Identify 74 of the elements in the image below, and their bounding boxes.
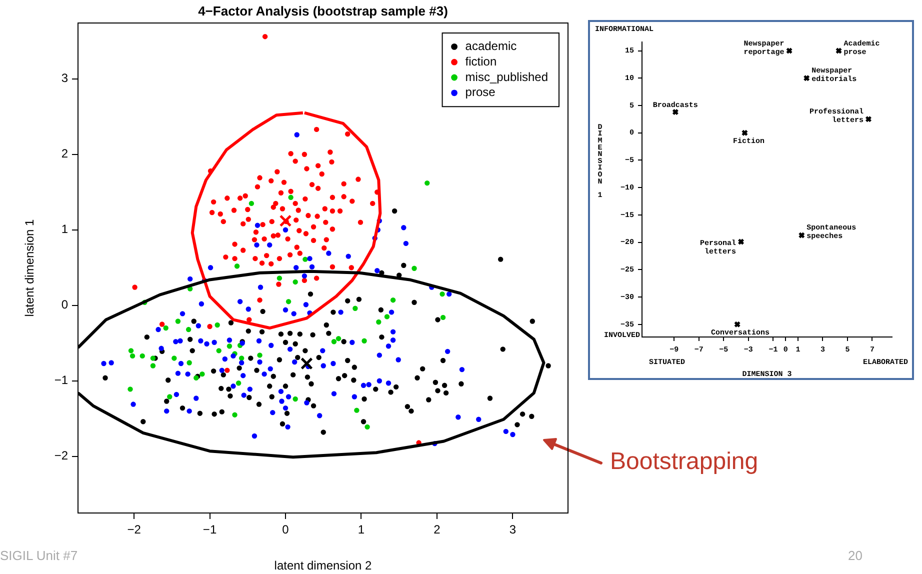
x-tick-label: 1 [358, 522, 365, 537]
point [364, 424, 370, 430]
point [331, 339, 337, 344]
x-tick-label: 3 [509, 522, 516, 537]
point [412, 266, 417, 271]
point [150, 356, 156, 361]
point [128, 348, 134, 354]
point [352, 306, 358, 311]
point [214, 322, 220, 328]
text: 20 [848, 548, 862, 563]
point [216, 348, 222, 354]
y-tick-label: −1 [54, 373, 68, 388]
y-tick-label: −2 [54, 448, 68, 463]
point [734, 321, 741, 328]
point [741, 129, 748, 136]
point [257, 352, 262, 358]
point [440, 314, 446, 320]
legend-label: academic [465, 39, 517, 54]
point [279, 214, 292, 228]
point [354, 408, 360, 413]
y-tick-label: 3 [61, 71, 68, 86]
point [140, 353, 145, 359]
point [302, 256, 308, 262]
point [128, 386, 133, 392]
point [440, 291, 445, 297]
point [835, 47, 842, 54]
text: Bootstrapping [610, 448, 758, 475]
point [803, 74, 810, 82]
x-tick-label: 2 [434, 522, 441, 537]
point [384, 314, 390, 320]
text: SIGIL Unit #7 [0, 548, 78, 563]
point [362, 338, 367, 344]
point [238, 356, 244, 361]
point [798, 232, 806, 239]
x-tick-label: 0 [282, 522, 290, 537]
y-tick-label: 2 [61, 146, 68, 161]
point [186, 360, 192, 366]
point [130, 353, 136, 359]
point [390, 297, 396, 303]
point [175, 318, 181, 324]
point [167, 394, 172, 400]
point [163, 325, 168, 331]
point [200, 371, 205, 377]
x-axis-title: latent dimension 2 [274, 558, 372, 572]
point [186, 326, 192, 332]
point [236, 380, 242, 386]
point [300, 357, 313, 370]
point [424, 180, 430, 186]
point [276, 276, 282, 281]
legend-label: fiction [465, 54, 497, 68]
point [288, 194, 294, 200]
chart-title: 4−Factor Analysis (bootstrap sample #3) [198, 4, 448, 19]
point [336, 336, 342, 342]
point [226, 344, 232, 349]
point [234, 264, 240, 269]
point [248, 200, 254, 206]
point [376, 319, 382, 325]
x-tick-label: −2 [127, 522, 142, 537]
x-tick-label: −1 [202, 522, 217, 537]
legend-label: prose [465, 85, 496, 100]
legend-label: misc_published [465, 70, 548, 84]
y-tick-label: 0 [61, 298, 68, 312]
y-tick-label: 1 [61, 222, 68, 236]
point [286, 299, 292, 304]
point [150, 363, 156, 368]
point [292, 396, 298, 402]
point [865, 116, 872, 123]
point [738, 238, 744, 246]
point [232, 412, 238, 418]
point [786, 47, 793, 54]
point [292, 279, 298, 285]
point [172, 356, 177, 361]
point [672, 108, 679, 116]
y-axis-title: latent dimension 1 [22, 218, 36, 317]
